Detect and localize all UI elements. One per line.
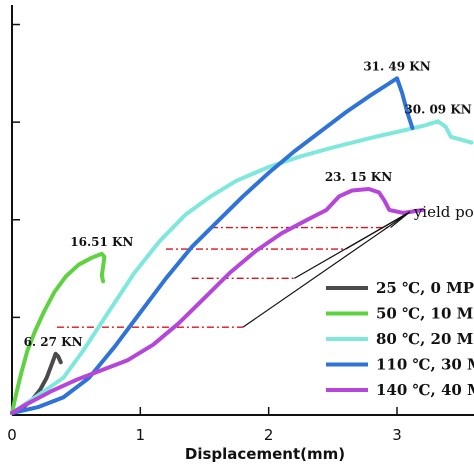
peak-label: 16.51 KN xyxy=(70,235,133,249)
x-tick-label: 1 xyxy=(136,426,146,444)
legend-label: 50 ℃, 10 MPa xyxy=(376,305,474,323)
peak-label: 6. 27 KN xyxy=(24,335,83,349)
series-line-2 xyxy=(10,119,474,415)
x-tick-label: 3 xyxy=(392,426,402,444)
x-axis-label: Displacement(mm) xyxy=(185,445,345,463)
yield-dashed-lines xyxy=(56,226,391,328)
axes: 0 1 2 3 xyxy=(7,5,474,444)
series-line-1 xyxy=(10,251,107,415)
series-lines xyxy=(10,76,474,415)
legend-label: 140 ℃, 40 MPa xyxy=(376,381,474,399)
yield-leader-line xyxy=(242,211,411,328)
peak-label: 23. 15 KN xyxy=(325,170,392,184)
yield-annotation-text: yield poi xyxy=(413,203,474,221)
peak-labels: 6. 27 KN 16.51 KN 23. 15 KN 31. 49 KN 30. 09… xyxy=(24,59,472,348)
yield-leader-line xyxy=(294,211,411,279)
legend-label: 110 ℃, 30 MPa xyxy=(376,356,474,374)
peak-label: 31. 49 KN xyxy=(363,59,430,73)
legend: 25 ℃, 0 MPa 50 ℃, 10 MPa 80 ℃, 20 MPa 110 ℃… xyxy=(326,279,474,399)
series-line-4 xyxy=(10,187,425,415)
x-tick-label: 2 xyxy=(264,426,274,444)
legend-label: 80 ℃, 20 MPa xyxy=(376,330,474,348)
peak-label: 30. 09 KN xyxy=(404,102,471,116)
x-tick-label: 0 xyxy=(7,426,17,444)
yield-annotation: yield poi xyxy=(242,203,474,328)
legend-label: 25 ℃, 0 MPa xyxy=(376,279,474,297)
